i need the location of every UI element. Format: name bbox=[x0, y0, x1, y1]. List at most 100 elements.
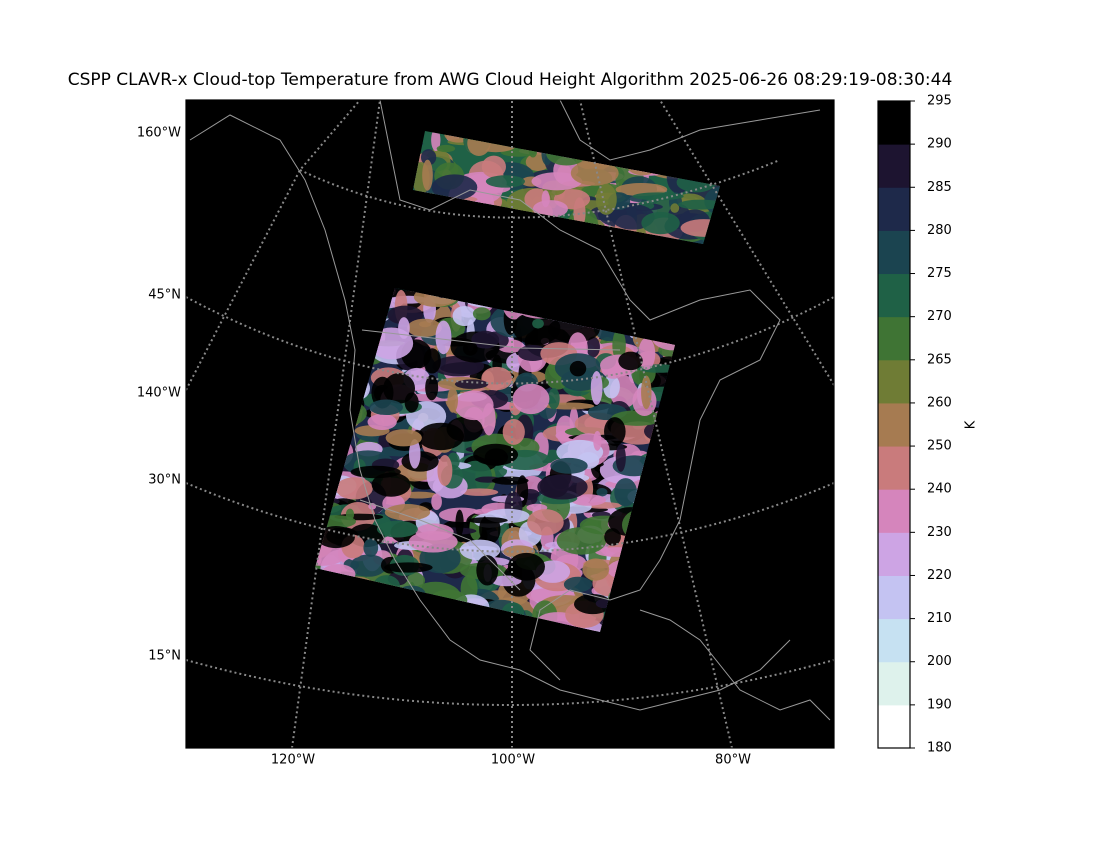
cloud-patch bbox=[593, 431, 602, 451]
colorbar-tick-label: 210 bbox=[927, 611, 952, 626]
cloud-patch bbox=[532, 200, 568, 218]
lon-label: 120°W bbox=[271, 753, 315, 768]
lat-lon-label: 30°N bbox=[148, 473, 181, 488]
lon-label: 80°W bbox=[715, 753, 751, 768]
colorbar-tick-label: 280 bbox=[927, 223, 952, 238]
cloud-patch bbox=[435, 320, 452, 355]
cloud-patch bbox=[531, 172, 583, 191]
cloud-patch bbox=[677, 199, 720, 210]
cloud-patch bbox=[604, 528, 621, 546]
cloud-patch bbox=[604, 417, 626, 446]
colorbar-tick-label: 240 bbox=[927, 482, 952, 497]
cloud-patch bbox=[316, 526, 355, 549]
map-frame bbox=[185, 99, 835, 749]
colorbar-segment bbox=[878, 402, 910, 447]
cloud-patch bbox=[363, 538, 379, 557]
colorbar-segment bbox=[878, 446, 910, 490]
colorbar-segment bbox=[878, 618, 910, 663]
lat-lon-label: 160°W bbox=[137, 126, 181, 141]
cloud-patch bbox=[420, 149, 437, 166]
colorbar-tick-label: 275 bbox=[927, 266, 952, 281]
cloud-patch bbox=[641, 211, 680, 235]
cloud-patch bbox=[408, 531, 458, 553]
cloud-patch bbox=[417, 422, 465, 451]
cloud-patch bbox=[425, 374, 439, 401]
colorbar-segment bbox=[878, 273, 910, 318]
cloud-patch bbox=[423, 348, 441, 374]
cloud-patch bbox=[350, 554, 387, 577]
colorbar-tick-label: 180 bbox=[927, 741, 952, 756]
cloud-patch bbox=[502, 418, 525, 445]
cloud-patch bbox=[632, 192, 684, 201]
colorbar-tick-label: 200 bbox=[927, 654, 952, 669]
colorbar-segment bbox=[878, 230, 910, 275]
colorbar-segment bbox=[878, 575, 910, 620]
cloud-patch bbox=[472, 307, 491, 321]
cloud-patch bbox=[385, 429, 422, 447]
colorbar-tick-label: 265 bbox=[927, 352, 952, 367]
title: CSPP CLAVR-x Cloud-top Temperature from … bbox=[68, 70, 953, 90]
cloud-patch bbox=[596, 488, 608, 497]
cloud-patch bbox=[455, 509, 464, 537]
cloud-patch bbox=[431, 131, 441, 152]
colorbar-tick-label: 295 bbox=[927, 94, 952, 109]
cloud-patch bbox=[517, 345, 548, 362]
lon-label: 100°W bbox=[491, 753, 535, 768]
colorbar-segment bbox=[878, 489, 910, 533]
cloud-patch bbox=[641, 375, 652, 410]
cloud-patch bbox=[612, 328, 626, 362]
lat-lon-label: 15°N bbox=[148, 649, 181, 664]
cloud-patch bbox=[447, 387, 458, 413]
cloud-patch bbox=[548, 387, 560, 410]
cloud-patch bbox=[537, 474, 588, 500]
cloud-patch bbox=[615, 444, 626, 472]
cloud-patch bbox=[369, 399, 404, 416]
map-lines bbox=[186, 100, 834, 748]
cloud-patch bbox=[422, 159, 433, 191]
colorbar-tick-label: 285 bbox=[927, 180, 952, 195]
cloud-patch bbox=[407, 318, 442, 338]
cloud-patch bbox=[454, 390, 494, 421]
cloud-patch bbox=[384, 504, 431, 521]
cloud-patch bbox=[335, 477, 373, 500]
cloud-patch bbox=[471, 330, 500, 349]
colorbar-label: K bbox=[964, 420, 979, 429]
cloud-patch bbox=[476, 555, 499, 586]
colorbar-segment bbox=[878, 144, 910, 188]
cloud-patch bbox=[586, 336, 600, 358]
colorbar-tick-label: 290 bbox=[927, 137, 952, 152]
colorbar-segment bbox=[878, 359, 910, 404]
cloud-patch bbox=[570, 494, 607, 506]
cloud-patch bbox=[590, 371, 603, 405]
cloud-patch bbox=[462, 341, 478, 356]
colorbar-tick-label: 230 bbox=[927, 525, 952, 540]
colorbar-segment bbox=[878, 316, 910, 361]
cloud-patch bbox=[452, 305, 477, 327]
lat-lon-label: 140°W bbox=[137, 386, 181, 401]
lat-lon-label: 45°N bbox=[148, 288, 181, 303]
colorbar-segment bbox=[878, 187, 910, 231]
colorbar-tick-label: 220 bbox=[927, 568, 952, 583]
cloud-patch bbox=[550, 457, 588, 474]
cloud-patch bbox=[315, 542, 346, 566]
cloud-patch bbox=[527, 509, 564, 536]
cloud-patch bbox=[387, 305, 424, 325]
cloud-patch bbox=[473, 443, 519, 466]
colorbar-tick-label: 270 bbox=[927, 309, 952, 324]
cloud-patch bbox=[532, 318, 544, 329]
cloud-patch bbox=[507, 552, 545, 581]
cloud-patch bbox=[556, 527, 607, 555]
cloud-patch bbox=[560, 369, 601, 391]
cloud-patch bbox=[367, 413, 397, 431]
cloud-patch bbox=[481, 366, 513, 391]
cloud-patch bbox=[454, 379, 489, 389]
cloud-patch bbox=[467, 517, 508, 524]
cloud-patch bbox=[371, 472, 411, 497]
cloud-patch bbox=[431, 493, 442, 510]
cloud-patch bbox=[512, 383, 550, 415]
colorbar-frame bbox=[877, 100, 911, 749]
colorbar-segment bbox=[878, 532, 910, 576]
cloud-patch bbox=[431, 174, 478, 201]
cloud-patch bbox=[573, 197, 586, 229]
